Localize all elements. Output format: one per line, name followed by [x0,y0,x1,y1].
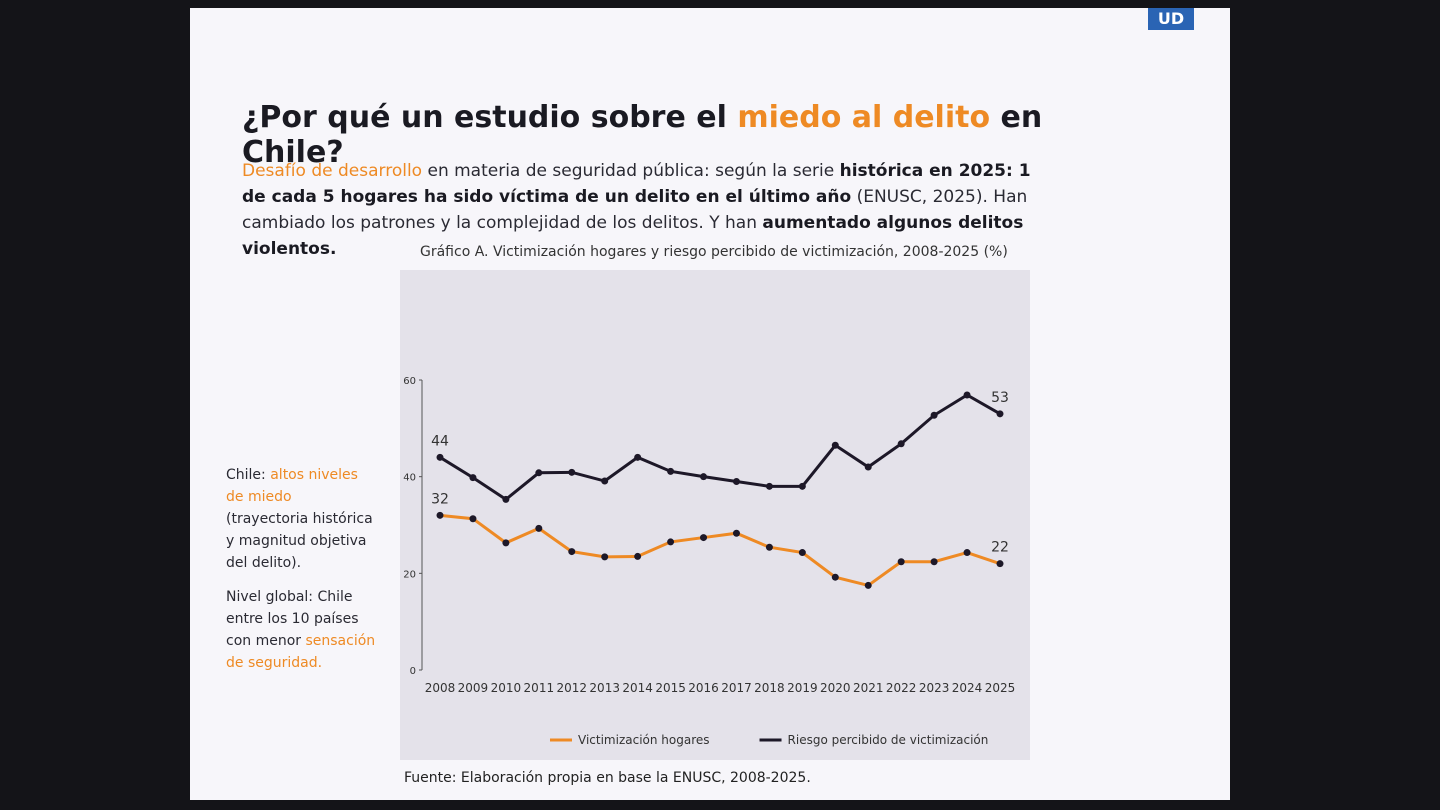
text-segment: Desafío de desarrollo [242,161,423,181]
plot-background [400,270,1030,760]
x-tick-label: 2011 [524,681,555,695]
data-label: 22 [991,540,1009,556]
series-line [439,513,1001,588]
data-point [963,549,971,557]
intro-text: Desafío de desarrollo en materia de segu… [242,158,1042,262]
text-segment: miedo al delito [737,100,991,135]
x-tick-label: 2017 [721,681,752,695]
text-segment: Chile: [226,467,271,483]
slide: UD ¿Por qué un estudio sobre el miedo al… [190,8,1230,800]
x-tick-label: 2019 [787,681,818,695]
side-note: Nivel global: Chile entre los 10 países … [226,586,376,674]
data-point [502,539,510,547]
data-point [634,453,642,461]
data-point [897,558,905,566]
x-tick-label: 2014 [622,681,653,695]
data-point [700,473,708,481]
legend-label: Victimización hogares [578,733,710,747]
data-point [568,548,576,556]
source: Fuente: Elaboración propia en base la EN… [404,770,811,786]
text-segment: en materia de seguridad pública: según l… [422,161,840,181]
x-tick-label: 2015 [655,681,686,695]
data-point [436,511,444,519]
x-tick-label: 2024 [952,681,983,695]
data-point [864,581,872,589]
data-point [765,543,773,551]
data-label: 32 [431,491,449,507]
slide-title: ¿Por qué un estudio sobre el miedo al de… [242,100,1142,170]
data-point [667,538,675,546]
data-point [601,477,609,485]
x-tick-label: 2012 [556,681,587,695]
data-point [732,529,740,537]
text-segment: ¿Por qué un estudio sobre el [242,100,738,135]
data-point [996,410,1004,418]
data-point [930,411,938,419]
side-note: Chile: altos niveles de miedo (trayector… [226,464,376,574]
text-segment: histórica en 2025: 1 de cada 5 hogares h… [242,161,1031,207]
data-point [930,558,938,566]
x-tick-label: 2008 [425,681,456,695]
data-point [601,553,609,561]
data-point [568,468,576,476]
x-tick-label: 2023 [919,681,950,695]
data-point [634,552,642,560]
y-tick-label: 0 [410,666,416,677]
logo: UD [1148,8,1194,30]
data-point [700,534,708,542]
data-point [996,560,1004,568]
y-tick-label: 20 [403,569,416,580]
data-point [831,573,839,581]
x-tick-label: 2016 [688,681,719,695]
text-segment: (ENUSC, 2025). Han cambiado los patrones… [242,187,1028,233]
data-point [535,524,543,532]
data-point [897,440,905,448]
text-segment: altos niveles de miedo [226,467,358,505]
data-point [469,515,477,523]
data-point [436,453,444,461]
data-point [667,467,675,475]
data-point [732,478,740,485]
x-tick-label: 2010 [491,681,522,695]
data-point [798,482,806,490]
data-point [864,463,872,471]
legend-label: Riesgo percibido de victimización [788,733,989,747]
data-point [798,549,806,557]
text-segment: (trayectoria histórica y magnitud objeti… [226,511,373,571]
data-point [535,469,543,477]
data-point [502,495,510,503]
data-point [469,474,477,482]
series-line [439,393,1001,502]
x-tick-label: 2025 [985,681,1016,695]
data-label: 53 [991,390,1009,406]
y-tick-label: 40 [403,473,416,484]
text-segment: Nivel global: Chile entre los 10 países … [226,589,359,649]
text-segment: sensación de seguridad. [226,633,376,671]
data-label: 44 [431,433,449,449]
data-point [831,441,839,449]
x-tick-label: 2009 [458,681,489,695]
x-tick-label: 2018 [754,681,785,695]
x-tick-label: 2020 [820,681,851,695]
text-segment: aumentado algunos delitos violentos. [242,213,1024,259]
x-tick-label: 2021 [853,681,884,695]
data-point [963,391,971,399]
y-tick-label: 60 [403,376,416,387]
x-tick-label: 2013 [589,681,620,695]
chart-title: Gráfico A. Victimización hogares y riesg… [420,244,1008,260]
x-tick-label: 2022 [886,681,917,695]
data-point [765,482,773,490]
text-segment: en Chile? [242,100,1043,170]
